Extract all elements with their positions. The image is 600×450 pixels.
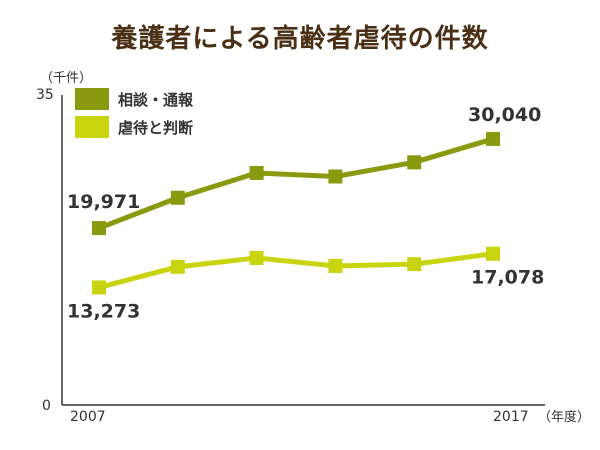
- data-marker-s2-5: [407, 257, 422, 272]
- legend-label-abuse: 虐待と判断: [118, 119, 193, 137]
- y-axis-unit-label: （千件）: [40, 71, 92, 86]
- data-marker-s1-5: [407, 155, 422, 170]
- legend-label-consultation: 相談・通報: [118, 91, 194, 109]
- chart-title: 養護者による高齢者虐待の件数: [111, 24, 489, 54]
- plot-area: 19,971 30,040 13,273 17,078: [67, 104, 544, 323]
- chart-axes: [61, 95, 545, 406]
- data-marker-s2-6: [486, 246, 500, 261]
- series-line-2: [98, 251, 494, 290]
- data-label-s2-6: 17,078: [471, 267, 544, 289]
- data-marker-s2-4: [328, 258, 343, 273]
- data-marker-s2-3: [249, 250, 264, 265]
- x-tick-label-first: 2007: [70, 409, 106, 425]
- y-tick-label-bottom: 0: [42, 398, 51, 414]
- legend-swatch-abuse: [75, 116, 109, 138]
- legend-swatch-consultation: [75, 88, 109, 110]
- data-marker-s1-3: [249, 165, 264, 180]
- legend: 相談・通報 虐待と判断: [75, 88, 194, 138]
- data-marker-s1-2: [170, 190, 185, 205]
- data-marker-s2-1: [92, 280, 106, 295]
- data-label-s2-1: 13,273: [67, 300, 140, 322]
- data-marker-s1-1: [92, 221, 106, 236]
- x-tick-label-last: 2017: [493, 409, 529, 425]
- data-marker-s1-4: [328, 169, 343, 184]
- data-marker-s1-6: [486, 131, 500, 146]
- series-line-1: [98, 136, 494, 231]
- y-tick-label-top: 35: [36, 87, 54, 103]
- data-marker-s2-2: [170, 259, 185, 274]
- x-axis-unit-label: （年度）: [538, 409, 590, 425]
- data-label-s1-1: 19,971: [67, 191, 140, 213]
- data-label-s1-6: 30,040: [468, 104, 541, 126]
